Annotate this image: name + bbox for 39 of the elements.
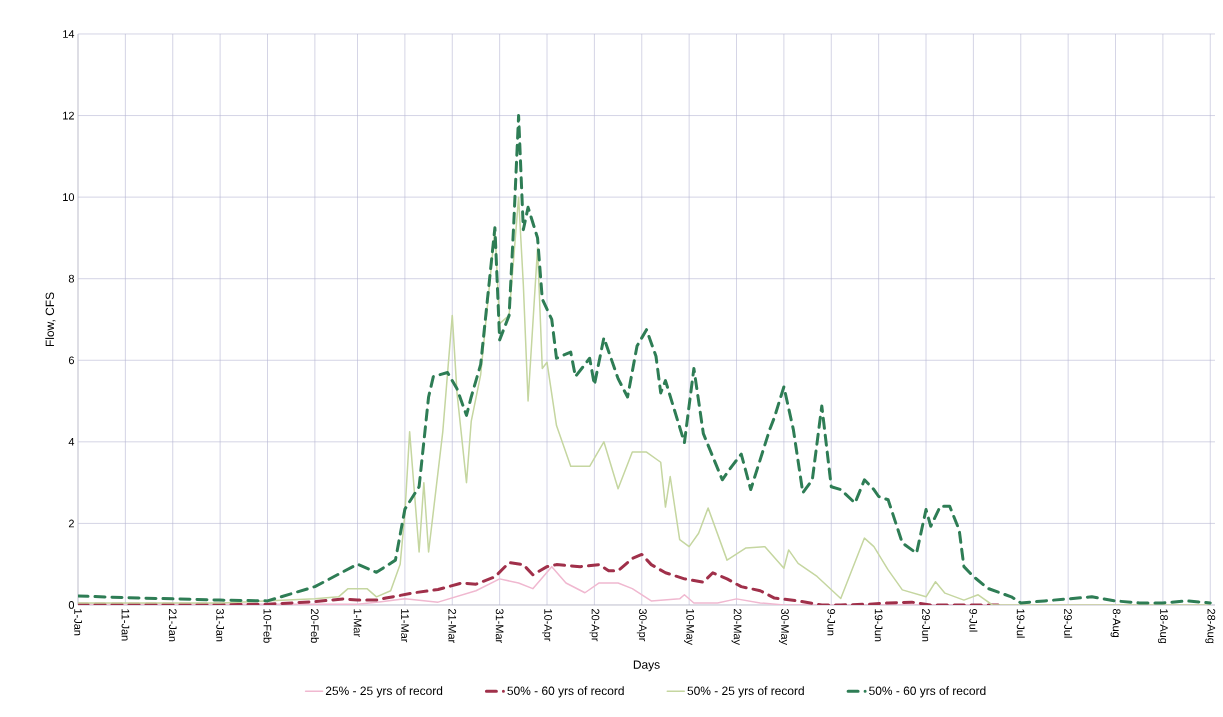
y-tick-label: 10 <box>63 193 75 202</box>
x-tick-label: 11-Mar <box>401 609 409 643</box>
x-tick-label: 1-Jan <box>74 609 82 636</box>
y-tick-label: 14 <box>63 30 75 38</box>
x-tick-label: 10-Feb <box>263 609 272 643</box>
x-tick-label: 11-Jan <box>121 609 130 641</box>
x-tick-label: 8-Aug <box>1110 608 1121 638</box>
x-tick-label: 9-Jul <box>969 609 978 632</box>
x-tick-label: 21-Jan <box>168 609 177 642</box>
x-tick-label: 18-Aug <box>1157 609 1168 644</box>
x-tick-label: 10-Apr <box>542 609 552 642</box>
legend-label: 50% - 60 yrs of record <box>869 686 986 698</box>
y-tick-label: 4 <box>68 438 75 446</box>
x-tick-label: 21-Mar <box>448 609 457 644</box>
x-tick-label: 20-May <box>731 609 742 646</box>
y-tick-label: 2 <box>68 519 74 528</box>
x-tick-label: 31-Jan <box>216 608 224 642</box>
x-tick-label: 30-Apr <box>636 608 647 642</box>
y-tick-label: 6 <box>68 356 74 365</box>
x-tick-label: 20-Feb <box>310 609 319 643</box>
legend-label: 50% - 25 yrs of record <box>687 686 804 698</box>
legend-label: 50% - 60 yrs of record <box>507 686 624 698</box>
x-tick-label: 28-Aug <box>1205 609 1216 644</box>
x-tick-label: 29-Jul <box>1064 609 1073 638</box>
legend-label: 25% - 25 yrs of record <box>325 686 443 698</box>
x-tick-label: 19-Jun <box>874 609 883 642</box>
y-tick-label: 8 <box>68 274 74 283</box>
y-axis-title: Flow, CFS <box>45 292 56 347</box>
x-tick-label: 31-Mar <box>495 608 504 644</box>
y-tick-label: 12 <box>63 111 74 120</box>
x-axis-title: Days <box>633 660 660 672</box>
x-tick-label: 1-Mar <box>353 609 362 637</box>
x-tick-label: 29-Jun <box>922 609 930 642</box>
x-tick-label: 10-May <box>684 609 695 646</box>
x-tick-label: 30-May <box>778 608 789 646</box>
x-tick-label: 20-Apr <box>589 609 600 642</box>
y-tick-label: 0 <box>68 601 75 609</box>
x-tick-label: 9-Jun <box>827 609 836 636</box>
x-tick-label: 19-Jul <box>1016 609 1025 638</box>
